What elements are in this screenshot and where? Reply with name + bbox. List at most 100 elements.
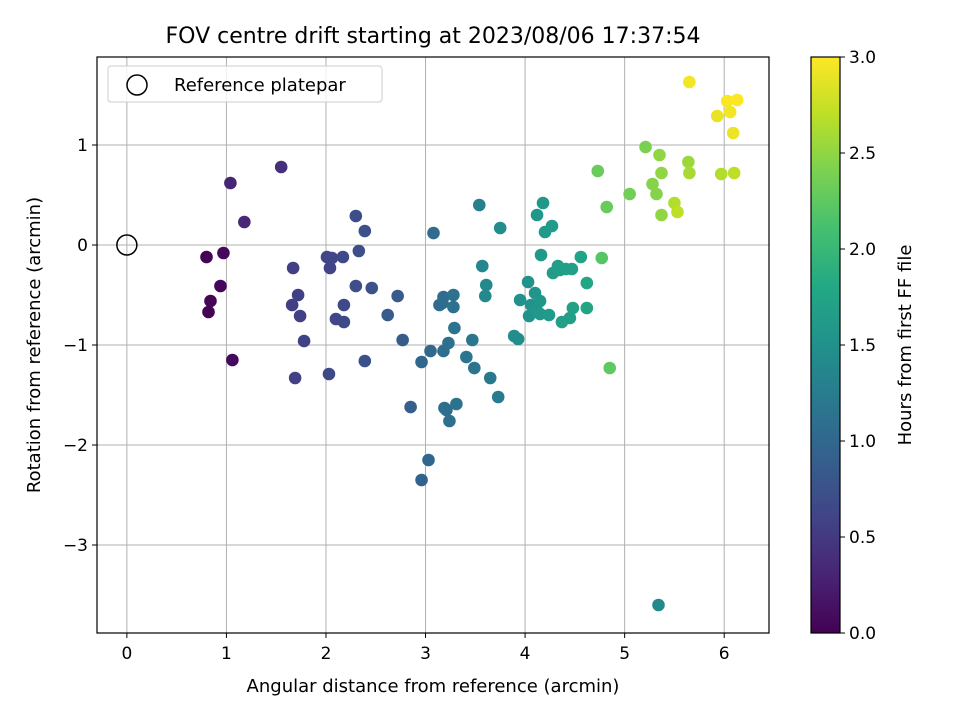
data-point [202, 305, 215, 319]
y-tick-label: 1 [77, 136, 88, 156]
data-point [325, 251, 339, 265]
x-tick-label: 0 [121, 644, 132, 664]
data-point [352, 244, 366, 258]
data-point [479, 278, 493, 292]
data-point [224, 176, 237, 190]
data-point [337, 298, 351, 312]
data-point [472, 198, 486, 212]
data-point [323, 261, 337, 275]
data-point [396, 333, 409, 347]
legend-box [107, 65, 383, 103]
data-point [720, 94, 734, 108]
data-point [391, 289, 404, 303]
legend: Reference platepar [107, 65, 383, 103]
data-point [286, 261, 300, 275]
data-point [427, 226, 440, 240]
colorbar-label: Hours from first FF file [895, 245, 916, 446]
x-tick-label: 6 [719, 644, 730, 664]
data-point [671, 205, 684, 219]
data-point [639, 140, 652, 154]
data-point [460, 350, 473, 364]
data-point [580, 276, 594, 290]
reference-marker [116, 234, 138, 256]
data-point [415, 473, 428, 487]
data-point [580, 301, 594, 315]
data-point [365, 281, 379, 295]
data-point [447, 300, 460, 314]
data-point [424, 344, 437, 358]
data-point [448, 321, 461, 335]
x-axis-ticks: 0 1 2 3 4 5 6 [121, 633, 730, 664]
chart-title: FOV centre drift starting at 2023/08/06 … [166, 24, 701, 49]
data-point [574, 250, 588, 264]
data-point [226, 353, 239, 367]
data-point [200, 250, 213, 264]
data-point [358, 354, 372, 368]
data-point [530, 208, 544, 222]
data-point [475, 259, 489, 273]
data-point [288, 371, 302, 385]
y-tick-label: −3 [63, 536, 88, 556]
y-axis-label: Rotation from reference (arcmin) [24, 197, 45, 493]
data-point [349, 279, 363, 293]
data-point [337, 315, 351, 329]
data-point [653, 148, 666, 162]
data-point [646, 177, 659, 191]
data-point [650, 187, 663, 201]
data-point [591, 164, 605, 178]
x-tick-label: 3 [420, 644, 431, 664]
data-point [214, 279, 227, 293]
data-point [447, 288, 460, 302]
x-tick-label: 4 [520, 644, 531, 664]
data-point [274, 160, 288, 174]
colorbar-tick-label: 0.0 [849, 624, 876, 644]
data-point [291, 288, 305, 302]
data-point [545, 219, 559, 233]
data-point [349, 209, 363, 223]
plot-area: 0 1 2 3 4 5 6 −3 −2 −1 0 1 [63, 56, 770, 664]
reference-point-marker [116, 234, 138, 256]
data-point [726, 126, 740, 140]
data-point [478, 289, 492, 303]
data-point [730, 93, 744, 107]
data-point [450, 397, 463, 411]
data-point [710, 109, 724, 123]
legend-marker-open-circle-icon [126, 74, 148, 96]
data-point [466, 333, 479, 347]
data-point [437, 290, 450, 304]
data-point [563, 311, 577, 325]
data-point [336, 250, 350, 264]
data-point [442, 336, 455, 350]
data-point [655, 208, 668, 222]
y-tick-label: −2 [63, 436, 88, 456]
data-point [600, 200, 614, 214]
data-point [683, 166, 696, 180]
colorbar-gradient [811, 57, 840, 633]
data-point [238, 215, 251, 229]
data-point [521, 275, 535, 289]
data-point [566, 301, 580, 315]
data-point [623, 187, 636, 201]
x-tick-label: 5 [619, 644, 630, 664]
data-point [483, 371, 497, 385]
data-point [534, 248, 548, 262]
colorbar: 0.0 0.5 1.0 1.5 2.0 2.5 3.0 Hours from first F… [810, 48, 916, 644]
grid [97, 57, 769, 633]
data-point [727, 166, 741, 180]
colorbar-tick-label: 0.5 [849, 528, 876, 548]
legend-entry-label: Reference platepar [174, 75, 346, 96]
y-tick-label: −1 [63, 336, 88, 356]
data-point [285, 298, 299, 312]
data-point [723, 105, 737, 119]
data-point [536, 196, 550, 210]
data-point [443, 414, 456, 428]
data-point [652, 598, 665, 612]
data-point [293, 309, 307, 323]
data-point [415, 355, 428, 369]
data-point [533, 294, 547, 308]
data-point [468, 361, 481, 375]
colorbar-tick-label: 2.0 [849, 240, 876, 260]
colorbar-tick-label: 1.0 [849, 432, 876, 452]
x-tick-label: 1 [221, 644, 232, 664]
